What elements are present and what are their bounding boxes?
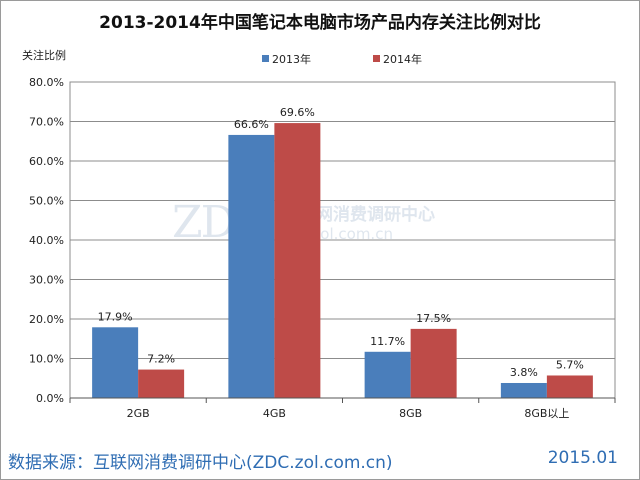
data-label: 17.5% bbox=[416, 312, 451, 325]
y-tick-label: 50.0% bbox=[29, 195, 64, 208]
bar bbox=[228, 134, 275, 398]
bar bbox=[364, 351, 411, 398]
bar bbox=[138, 369, 185, 398]
y-tick-label: 0.0% bbox=[36, 392, 64, 405]
y-tick-label: 60.0% bbox=[29, 155, 64, 168]
data-label: 7.2% bbox=[147, 353, 175, 366]
legend-label: 2014年 bbox=[383, 52, 422, 66]
legend: 2013年 2014年 bbox=[262, 52, 422, 66]
data-label: 17.9% bbox=[98, 310, 133, 323]
legend-swatch bbox=[373, 55, 380, 62]
data-labels: 17.9% 7.2% 66.6% 69.6% 11.7% 17.5% 3.8% 5.7% bbox=[98, 106, 584, 379]
y-tick-label: 30.0% bbox=[29, 274, 64, 287]
footer-date: 2015.01 bbox=[547, 448, 618, 468]
bars bbox=[92, 123, 593, 398]
data-label: 3.8% bbox=[510, 366, 538, 379]
y-tick-label: 40.0% bbox=[29, 234, 64, 247]
data-label: 66.6% bbox=[234, 118, 269, 131]
legend-swatch bbox=[262, 55, 269, 62]
y-tick-label: 80.0% bbox=[29, 76, 64, 89]
x-tick-label: 8GB以上 bbox=[524, 407, 569, 420]
y-axis-label: 关注比例 bbox=[22, 48, 66, 62]
x-tick-label: 4GB bbox=[263, 407, 286, 420]
bar bbox=[92, 327, 139, 398]
data-label: 5.7% bbox=[556, 358, 584, 371]
x-tick-label: 2GB bbox=[127, 407, 150, 420]
bar bbox=[500, 382, 547, 398]
y-tick-label: 20.0% bbox=[29, 313, 64, 326]
bar bbox=[410, 328, 457, 398]
y-ticks: 0.0% 10.0% 20.0% 30.0% 40.0% 50.0% 60.0% 70.0% 8… bbox=[29, 76, 64, 405]
axes bbox=[69, 81, 616, 403]
footer-source: 数据来源：互联网消费调研中心(ZDC.zol.com.cn) bbox=[8, 453, 393, 473]
y-tick-label: 70.0% bbox=[29, 116, 64, 129]
x-ticks: 2GB 4GB 8GB 8GB以上 bbox=[127, 407, 570, 420]
bar bbox=[274, 123, 321, 398]
data-label: 69.6% bbox=[280, 106, 315, 119]
y-tick-label: 10.0% bbox=[29, 353, 64, 366]
x-tick-label: 8GB bbox=[399, 407, 422, 420]
bar bbox=[546, 375, 593, 398]
chart-title: 2013-2014年中国笔记本电脑市场产品内存关注比例对比 bbox=[99, 13, 541, 33]
legend-label: 2013年 bbox=[272, 52, 311, 66]
data-label: 11.7% bbox=[370, 335, 405, 348]
